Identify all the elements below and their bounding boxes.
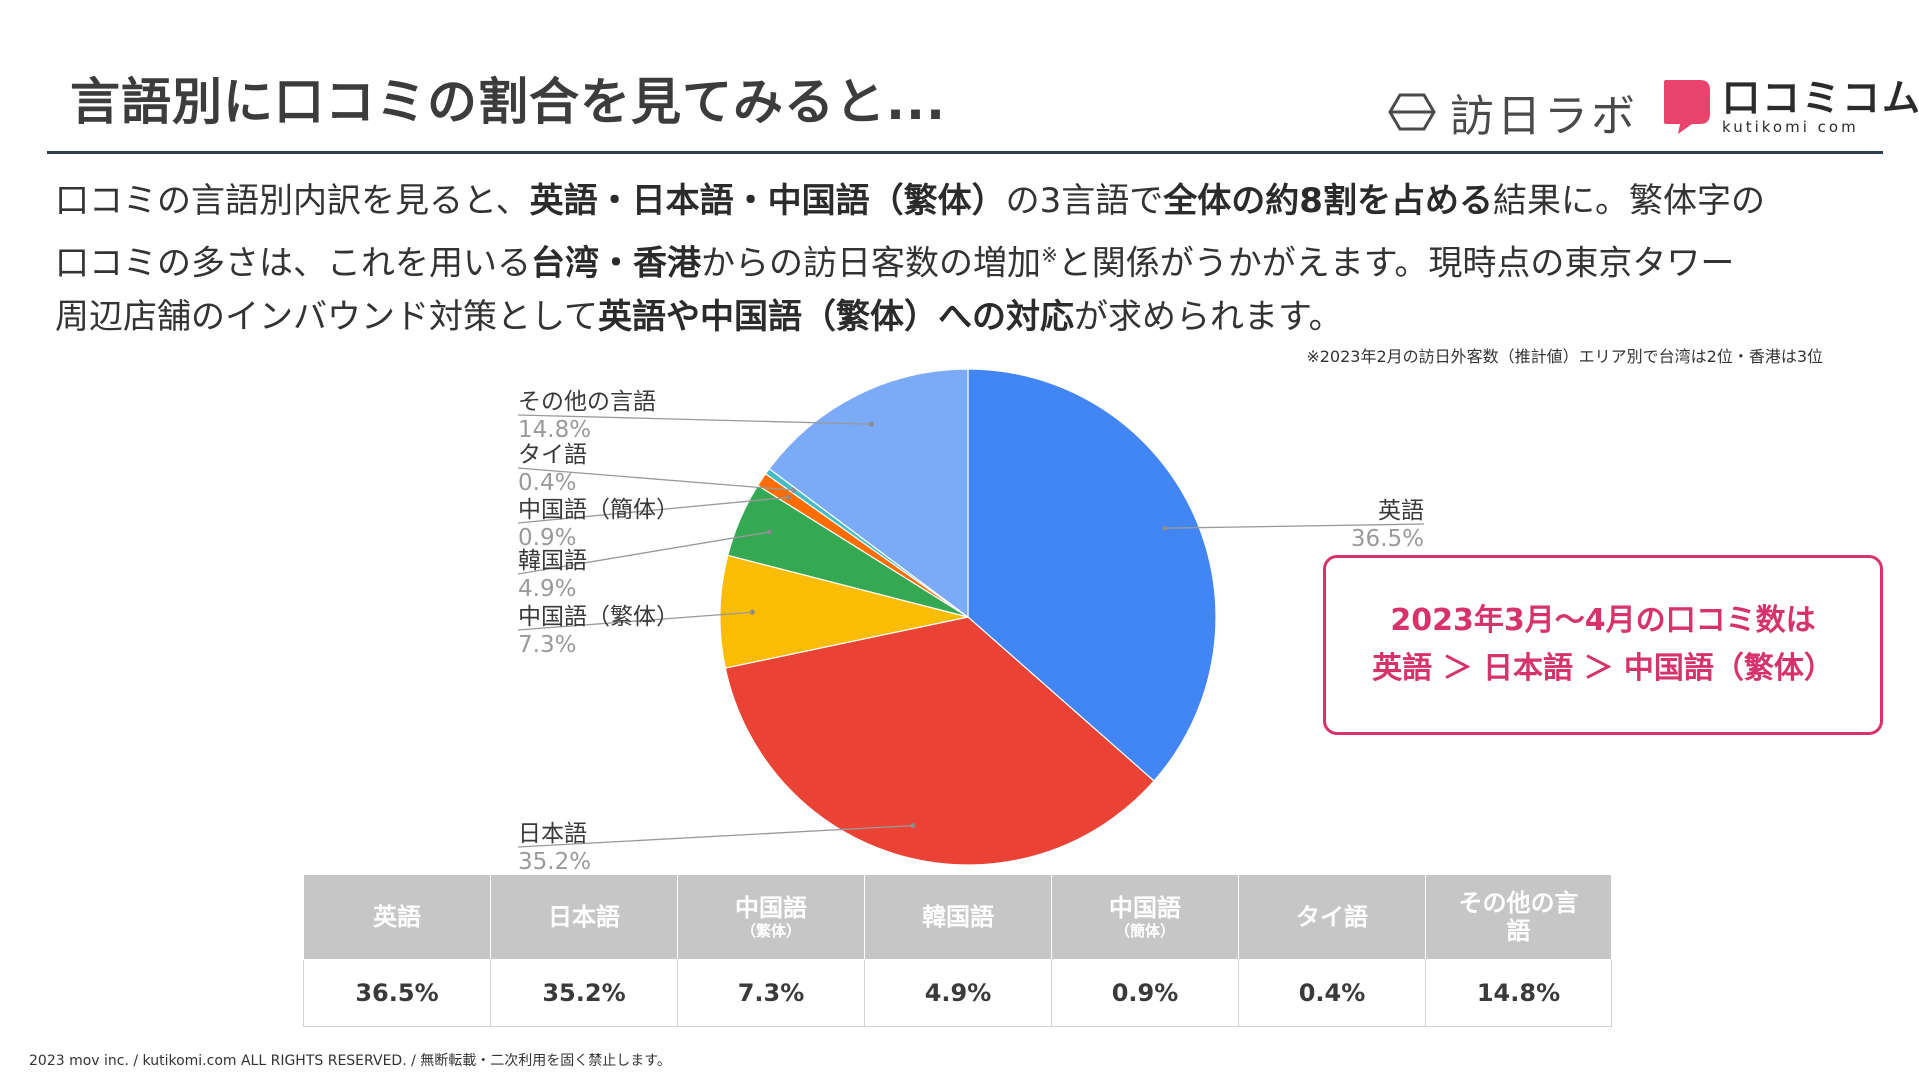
callout-line-2: 英語 ＞ 日本語 ＞ 中国語（繁体） [1372, 651, 1834, 686]
table-header-cell: 中国語 （繁体） [677, 874, 865, 960]
kutikomi-logo-text: 口コミコム [1722, 76, 1919, 120]
slice-label: 中国語（繁体） [518, 604, 679, 630]
leader-line [1164, 523, 1425, 529]
description-line-1: 口コミの言語別内訳を見ると、英語・日本語・中国語（繁体）の3言語で全体の約8割を… [55, 181, 1765, 221]
table-header-cell: 英語 [303, 874, 491, 960]
copyright-notice: 2023 mov inc. / kutikomi.com ALL RIGHTS … [29, 1053, 671, 1069]
slice-value-label: 4.9% [518, 576, 576, 602]
table-cell: 35.2% [490, 959, 678, 1027]
title-divider [47, 151, 1883, 154]
leader-line [517, 531, 770, 575]
table-cell: 0.4% [1238, 959, 1426, 1027]
slice-label: 韓国語 [518, 548, 587, 574]
table-header-cell: 韓国語 [864, 874, 1052, 960]
slice-value-label: 0.9% [518, 525, 576, 551]
slice-label: 中国語（簡体） [518, 497, 679, 523]
summary-callout-box: 2023年3月～4月の口コミ数は 英語 ＞ 日本語 ＞ 中国語（繁体） [1323, 555, 1883, 735]
table-header-row: 英語 日本語 中国語 （繁体） 韓国語 中国語 （簡体） タイ語 その他の言語 [303, 874, 1612, 960]
page-title: 言語別に口コミの割合を見てみると... [70, 73, 946, 131]
houjin-lab-logo-text: 訪日ラボ [1450, 91, 1638, 142]
table-cell: 7.3% [677, 959, 865, 1027]
kutikomi-logo: 口コミコム kutikomi com [1662, 78, 1919, 136]
leader-line [517, 824, 914, 848]
slice-value-label: 35.2% [518, 849, 591, 875]
slice-label: 日本語 [518, 821, 587, 847]
houjin-lab-logo: 訪日ラボ [1388, 80, 1638, 144]
hexagon-logo-icon [1388, 93, 1436, 131]
leader-line [517, 611, 753, 631]
pie-slice [768, 368, 969, 619]
table-cell: 4.9% [864, 959, 1052, 1027]
callout-line-1: 2023年3月～4月の口コミ数は [1390, 603, 1816, 638]
pie-slice [967, 368, 1217, 782]
table-cell: 0.9% [1051, 959, 1239, 1027]
slice-value-label: 14.8% [518, 417, 591, 443]
table-header-cell: タイ語 [1238, 874, 1426, 960]
description-line-3: 周辺店舗のインバウンド対策として英語や中国語（繁体）への対応が求められます。 [55, 297, 1343, 338]
table-row: 36.5% 35.2% 7.3% 4.9% 0.9% 0.4% 14.8% [303, 959, 1612, 1027]
footnote: ※2023年2月の訪日外客数（推計値）エリア別で台湾は2位・香港は3位 [1306, 347, 1823, 366]
table-cell: 14.8% [1425, 959, 1612, 1027]
table-cell: 36.5% [303, 959, 491, 1027]
table-header-cell: 日本語 [490, 874, 678, 960]
leader-line [517, 414, 872, 425]
kutikomi-logo-subtext: kutikomi com [1722, 118, 1859, 136]
pie-slice [724, 616, 1155, 866]
language-share-table: 英語 日本語 中国語 （繁体） 韓国語 中国語 （簡体） タイ語 その他の言語 36… [303, 874, 1612, 1027]
slice-value-label: 36.5% [1351, 526, 1424, 552]
slice-value-label: 7.3% [518, 632, 576, 658]
table-header-cell: 中国語 （簡体） [1051, 874, 1239, 960]
slice-label: タイ語 [518, 442, 587, 468]
slice-label: その他の言語 [518, 389, 656, 415]
pie-slice [719, 554, 969, 669]
speech-bubble-logo-icon [1664, 80, 1710, 134]
slice-value-label: 0.4% [518, 470, 576, 496]
slice-label: 英語 [1378, 498, 1424, 524]
leader-line [517, 496, 789, 524]
description-line-2: 口コミの多さは、これを用いる台湾・香港からの訪日客数の増加※と関係がうかがえます… [55, 243, 1735, 284]
table-header-cell: その他の言語 [1425, 874, 1612, 960]
leader-line [517, 467, 794, 491]
description-paragraph: 口コミの言語別内訳を見ると、英語・日本語・中国語（繁体）の3言語で全体の約8割を… [55, 174, 1885, 344]
